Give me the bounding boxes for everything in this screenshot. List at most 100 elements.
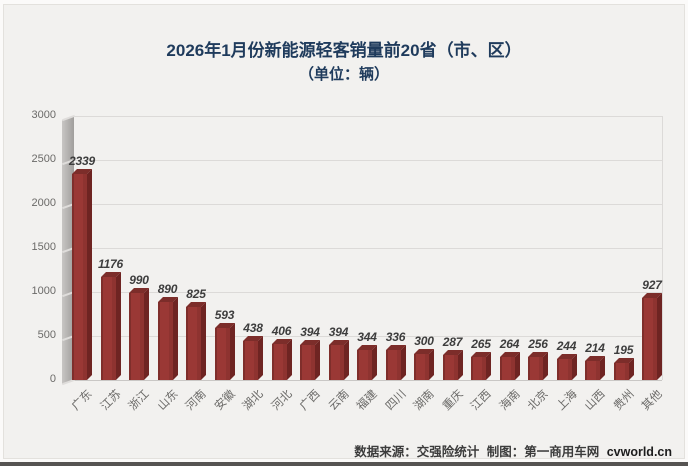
y-axis-tick-label: 2500 (31, 153, 56, 165)
bar-value-label: 825 (186, 287, 206, 302)
x-axis-category-label: 广西 (297, 388, 323, 413)
chart-subtitle: （单位：辆） (298, 65, 389, 83)
y-axis-tick-label: 2000 (31, 197, 56, 209)
credit-label: 制图：第一商用车网 (486, 445, 600, 459)
x-axis-category-label: 浙江 (126, 388, 152, 413)
bar (129, 287, 149, 380)
bar-side-face (372, 344, 377, 380)
bar (243, 336, 263, 380)
bar (100, 271, 121, 380)
y-axis-tick-label: 1000 (31, 285, 56, 297)
bar (585, 356, 605, 380)
bar (157, 296, 178, 380)
bar-value-label: 265 (471, 336, 491, 351)
bar-side-face (144, 287, 149, 380)
bar-side-face (571, 353, 577, 380)
brand-label: cvworld.cn (606, 445, 672, 459)
gridline (74, 116, 662, 117)
x-axis-category-label: 上海 (554, 388, 580, 413)
gridline (74, 292, 662, 293)
x-axis-category-label: 云南 (326, 388, 352, 413)
bottom-border-bar (0, 462, 688, 466)
bar-value-label: 287 (442, 334, 463, 349)
bar-side-face (286, 339, 292, 380)
bar (271, 339, 292, 380)
y-axis-tick-label: 500 (37, 329, 56, 341)
bar (214, 322, 235, 380)
x-axis-category-label: 江西 (468, 388, 494, 413)
x-axis-category-label: 湖南 (411, 388, 437, 413)
bar (499, 351, 520, 380)
bar-value-label: 195 (613, 342, 634, 357)
x-axis-category-label: 山西 (582, 388, 608, 413)
bar-side-face (400, 345, 406, 380)
bar (385, 345, 406, 380)
y-axis-tick-label: 3000 (31, 109, 56, 121)
gridline (74, 160, 662, 161)
bar-side-face (343, 340, 349, 380)
bar (528, 352, 548, 380)
bar-side-face (115, 271, 121, 380)
x-axis-category-label: 湖北 (240, 388, 266, 413)
bar-value-label: 1176 (97, 256, 123, 271)
bar (186, 302, 206, 380)
bar (414, 348, 434, 380)
x-axis-category-label: 江苏 (98, 388, 124, 413)
bar-value-label: 990 (129, 272, 149, 287)
data-source-label: 数据来源：交强险统计 (354, 445, 480, 459)
bar-side-face (514, 351, 520, 380)
x-axis-category-label: 山东 (155, 388, 181, 413)
bar-value-label: 264 (499, 336, 520, 351)
x-axis-category-label: 广东 (69, 388, 95, 413)
x-axis-category-label: 贵州 (611, 388, 637, 413)
y-axis-tick-label: 1500 (31, 241, 56, 253)
bar (471, 351, 491, 380)
bar-value-label: 256 (528, 337, 548, 352)
bar-side-face (486, 351, 491, 380)
x-axis-category-label: 四川 (383, 388, 409, 413)
bar-side-face (657, 293, 662, 380)
bar (328, 340, 349, 380)
plot-right-border (662, 116, 663, 380)
bar (357, 344, 377, 380)
bar-value-label: 244 (556, 338, 577, 353)
bar-side-face (172, 296, 178, 380)
bar-side-face (315, 340, 320, 380)
bar-value-label: 394 (328, 325, 349, 340)
bar (642, 293, 662, 380)
y-axis-tick-label: 0 (49, 373, 56, 385)
bar (613, 357, 634, 380)
bar-value-label: 593 (214, 307, 235, 322)
bar-side-face (429, 348, 434, 380)
bar-side-face (628, 357, 634, 380)
x-axis-category-label: 安徽 (212, 388, 238, 413)
bar-side-face (258, 336, 263, 380)
x-axis-category-label: 北京 (525, 388, 551, 413)
bar-side-face (457, 349, 463, 380)
bar (556, 353, 577, 380)
bar (442, 349, 463, 380)
x-axis-category-label: 重庆 (440, 388, 466, 413)
bar-side-face (87, 169, 92, 380)
bar-value-label: 394 (300, 325, 320, 340)
bar (300, 340, 320, 380)
x-axis-category-label: 海南 (497, 388, 523, 413)
bar-value-label: 300 (414, 333, 434, 348)
bar-value-label: 890 (157, 281, 178, 296)
bar-value-label: 927 (642, 278, 662, 293)
bar-side-face (543, 352, 548, 380)
footer: 数据来源：交强险统计 制图：第一商用车网 cvworld.cn (350, 441, 672, 460)
chart-title: 2026年1月份新能源轻客销量前20省（市、区） (166, 41, 522, 60)
bar-side-face (600, 356, 605, 380)
bar-value-label: 2339 (69, 154, 95, 169)
x-axis-category-label: 河北 (269, 388, 295, 413)
bar-value-label: 344 (357, 329, 377, 344)
bar-value-label: 336 (385, 330, 406, 345)
x-axis-category-label: 福建 (354, 388, 380, 413)
chart-canvas-background (3, 4, 685, 459)
bar-value-label: 214 (585, 341, 605, 356)
chart-title-block: 2026年1月份新能源轻客销量前20省（市、区） （单位：辆） (0, 40, 688, 85)
gridline (74, 248, 662, 249)
